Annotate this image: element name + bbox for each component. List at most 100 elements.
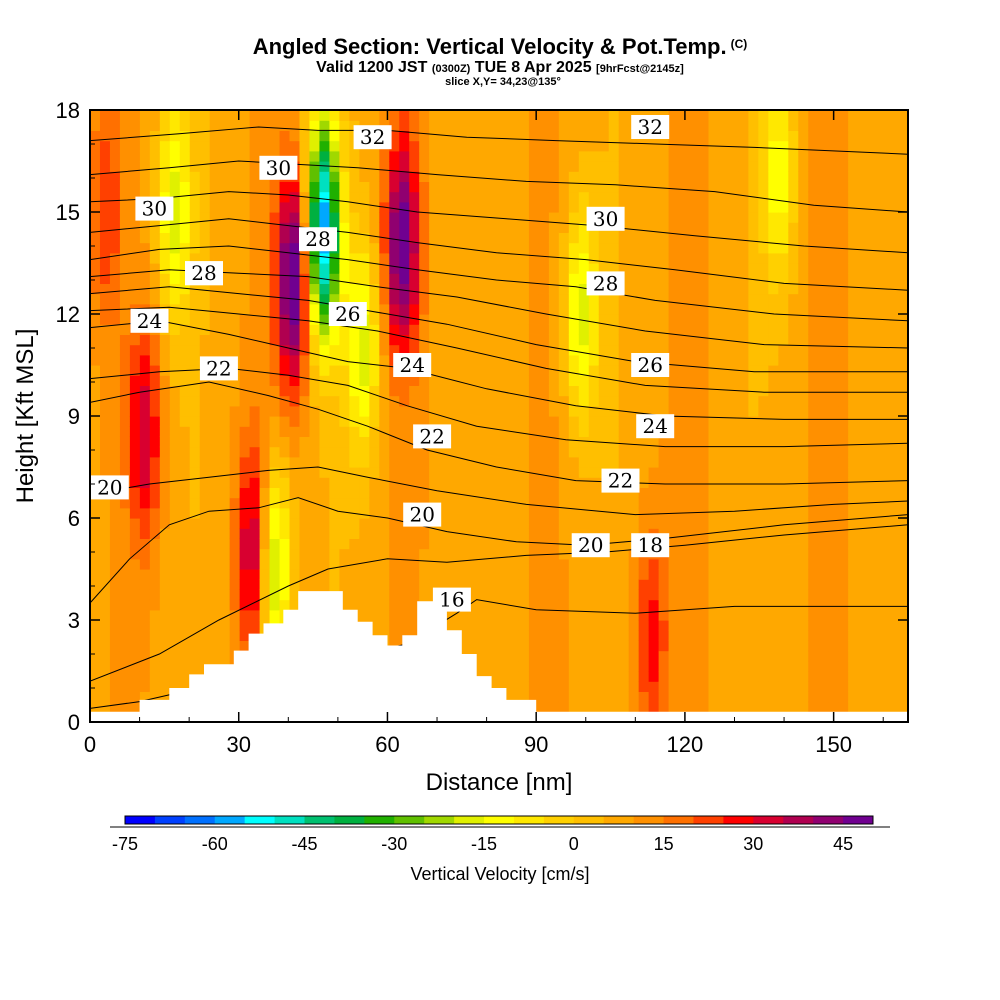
velocity-cell bbox=[239, 283, 251, 295]
velocity-cell bbox=[209, 405, 221, 417]
velocity-cell bbox=[518, 630, 530, 641]
velocity-cell bbox=[708, 497, 720, 509]
velocity-cell bbox=[229, 344, 241, 356]
velocity-cell bbox=[578, 324, 590, 335]
velocity-cell bbox=[808, 365, 819, 376]
velocity-cell bbox=[528, 263, 540, 274]
velocity-cell bbox=[568, 171, 580, 182]
velocity-cell bbox=[838, 518, 849, 529]
velocity-cell bbox=[698, 436, 710, 448]
velocity-cell bbox=[778, 436, 789, 448]
velocity-cell bbox=[828, 528, 839, 539]
velocity-cell bbox=[668, 660, 680, 672]
velocity-cell bbox=[399, 416, 410, 427]
velocity-cell bbox=[548, 222, 560, 233]
velocity-cell bbox=[568, 569, 580, 580]
velocity-cell bbox=[878, 487, 889, 499]
velocity-cell bbox=[279, 303, 291, 315]
velocity-cell bbox=[209, 242, 221, 254]
velocity-cell bbox=[708, 620, 720, 631]
velocity-cell bbox=[548, 120, 560, 131]
velocity-cell bbox=[229, 303, 241, 315]
velocity-cell bbox=[219, 446, 231, 458]
velocity-cell bbox=[329, 385, 340, 397]
velocity-cell bbox=[219, 252, 231, 264]
velocity-cell bbox=[169, 283, 181, 295]
velocity-cell bbox=[638, 477, 650, 488]
velocity-cell bbox=[818, 548, 829, 560]
velocity-cell bbox=[678, 477, 690, 488]
velocity-cell bbox=[159, 660, 171, 672]
velocity-cell bbox=[399, 150, 410, 162]
velocity-cell bbox=[818, 456, 829, 468]
velocity-cell bbox=[309, 293, 321, 305]
velocity-cell bbox=[189, 130, 201, 142]
velocity-cell bbox=[738, 150, 749, 162]
velocity-cell bbox=[758, 497, 769, 509]
velocity-cell bbox=[339, 120, 350, 131]
velocity-cell bbox=[199, 130, 211, 142]
velocity-cell bbox=[379, 181, 390, 193]
velocity-cell bbox=[259, 181, 271, 193]
velocity-cell bbox=[768, 446, 779, 458]
velocity-cell bbox=[439, 538, 450, 550]
velocity-cell bbox=[169, 487, 181, 499]
velocity-cell bbox=[219, 222, 231, 233]
velocity-cell bbox=[718, 150, 730, 162]
velocity-cell bbox=[558, 569, 570, 580]
velocity-cell bbox=[489, 487, 500, 499]
velocity-cell bbox=[648, 293, 660, 305]
velocity-cell bbox=[339, 354, 350, 366]
velocity-cell bbox=[768, 140, 779, 152]
velocity-cell bbox=[688, 212, 700, 223]
velocity-cell bbox=[379, 395, 390, 407]
velocity-cell bbox=[778, 120, 789, 131]
velocity-cell bbox=[748, 416, 759, 427]
velocity-cell bbox=[99, 467, 111, 478]
velocity-cell bbox=[678, 416, 690, 427]
velocity-cell bbox=[508, 344, 520, 356]
velocity-cell bbox=[109, 681, 121, 692]
velocity-cell bbox=[588, 385, 600, 397]
velocity-cell bbox=[668, 344, 680, 356]
velocity-cell bbox=[858, 609, 869, 621]
velocity-cell bbox=[748, 538, 759, 550]
velocity-cell bbox=[838, 130, 849, 142]
velocity-cell bbox=[818, 609, 829, 621]
velocity-cell bbox=[319, 334, 331, 346]
velocity-cell bbox=[808, 252, 819, 264]
velocity-cell bbox=[508, 385, 520, 397]
velocity-cell bbox=[389, 385, 400, 397]
velocity-cell bbox=[169, 650, 181, 662]
velocity-cell bbox=[608, 660, 620, 672]
velocity-cell bbox=[618, 518, 630, 529]
velocity-cell bbox=[109, 212, 121, 223]
velocity-cell bbox=[648, 620, 660, 631]
velocity-cell bbox=[668, 620, 680, 631]
velocity-cell bbox=[429, 181, 440, 193]
velocity-cell bbox=[299, 324, 311, 335]
velocity-cell bbox=[449, 456, 460, 468]
velocity-cell bbox=[898, 569, 908, 580]
velocity-cell bbox=[898, 701, 908, 713]
velocity-cell bbox=[119, 273, 131, 284]
velocity-cell bbox=[209, 518, 221, 529]
velocity-cell bbox=[239, 354, 251, 366]
velocity-cell bbox=[169, 518, 181, 529]
velocity-cell bbox=[588, 650, 600, 662]
velocity-cell bbox=[678, 528, 690, 539]
velocity-cell bbox=[618, 691, 630, 703]
velocity-cell bbox=[339, 416, 350, 427]
velocity-cell bbox=[459, 222, 470, 233]
velocity-cell bbox=[838, 467, 849, 478]
velocity-cell bbox=[568, 416, 580, 427]
velocity-cell bbox=[489, 161, 500, 172]
velocity-cell bbox=[369, 201, 380, 213]
velocity-cell bbox=[129, 416, 141, 427]
velocity-cell bbox=[838, 640, 849, 652]
velocity-cell bbox=[518, 181, 530, 193]
velocity-cell bbox=[129, 528, 141, 539]
velocity-cell bbox=[768, 528, 779, 539]
velocity-cell bbox=[868, 334, 879, 346]
